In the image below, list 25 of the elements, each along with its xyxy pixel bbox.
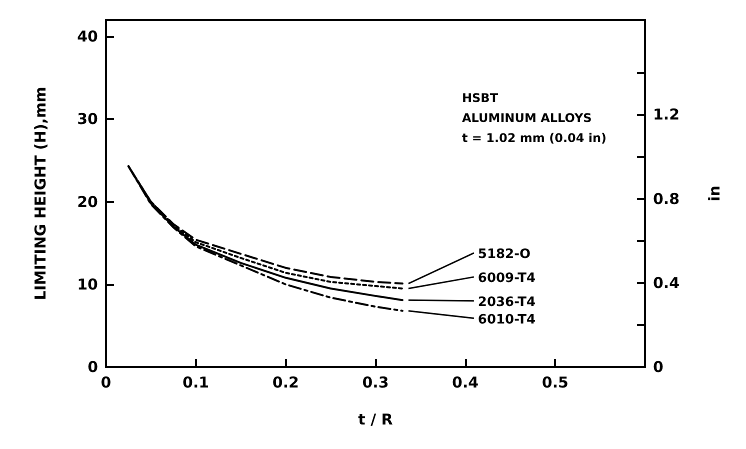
text: 2036-T4 <box>478 294 536 310</box>
y-tick-label: 10 <box>77 275 98 294</box>
x-axis-title: t / R <box>358 410 394 428</box>
x-tick-label: 0 <box>100 374 112 392</box>
text: 5182-O <box>478 246 531 262</box>
text: 6010-T4 <box>478 312 536 328</box>
y2-tick-label: 0.4 <box>653 274 680 292</box>
y-tick-label: 20 <box>77 192 98 211</box>
annotation: t = 1.02 mm (0.04 in) <box>462 131 607 145</box>
x-tick-label: 0.5 <box>542 374 568 392</box>
annotation: ALUMINUM ALLOYS <box>462 111 592 125</box>
x-tick-label: 0.1 <box>182 374 210 392</box>
x-tick-label: 0.2 <box>272 374 299 392</box>
y-axis-title: LIMITING HEIGHT (H),mm <box>32 86 50 300</box>
y2-axis-title: in <box>706 186 724 202</box>
y-tick-label: 40 <box>77 28 98 46</box>
x-tick-label: 0.3 <box>362 374 389 392</box>
y-tick-label: 30 <box>77 110 98 128</box>
x-tick-label: 0.4 <box>452 374 479 392</box>
y2-tick-label: 1.2 <box>653 106 680 124</box>
y2-tick-label: 0 <box>653 358 664 376</box>
y2-tick-label: 0.8 <box>653 190 680 208</box>
annotation: HSBT <box>462 91 499 105</box>
y-tick-label: 0 <box>88 358 98 376</box>
text: 6009-T4 <box>478 270 536 286</box>
